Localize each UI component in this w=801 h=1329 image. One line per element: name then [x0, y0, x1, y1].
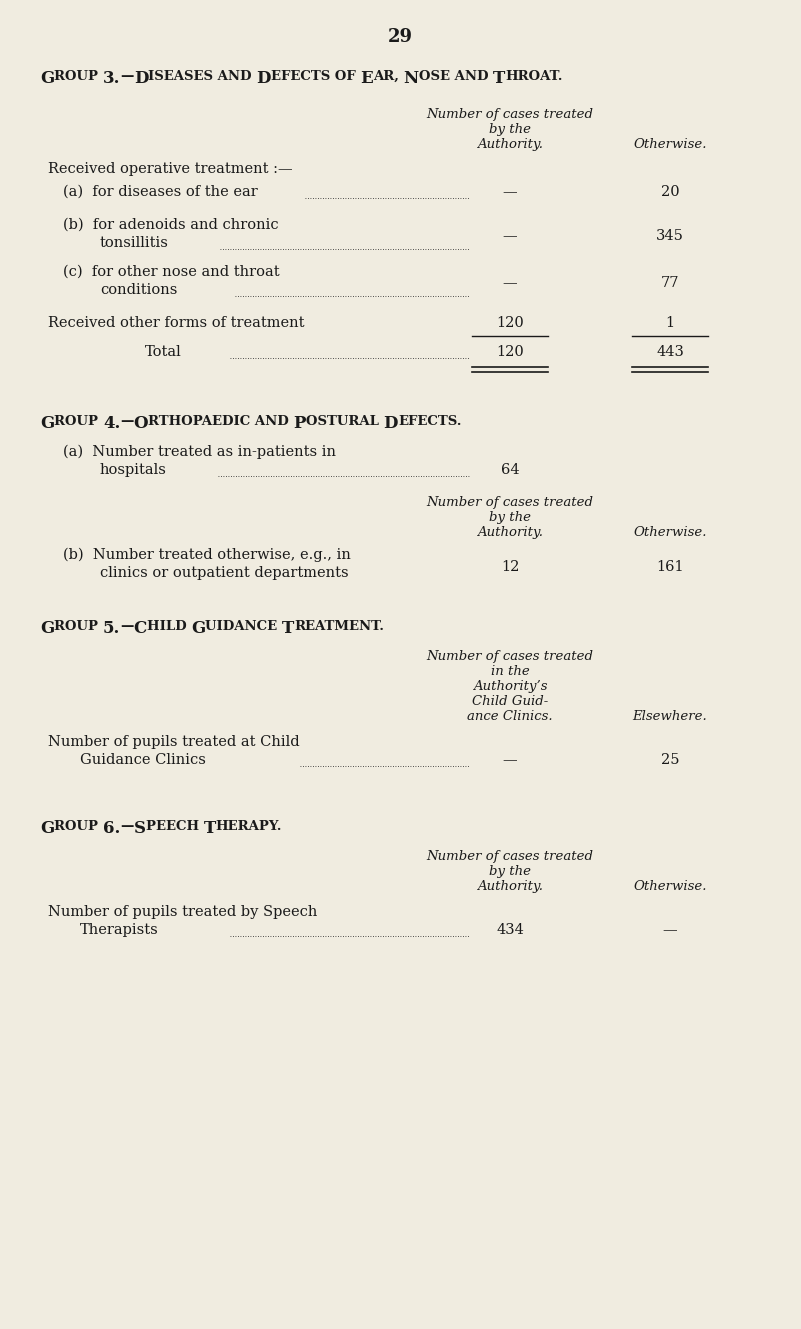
Text: Number of pupils treated at Child: Number of pupils treated at Child	[48, 735, 300, 750]
Text: Received other forms of treatment: Received other forms of treatment	[48, 316, 304, 330]
Text: 77: 77	[661, 276, 679, 290]
Text: HROAT.: HROAT.	[505, 70, 562, 82]
Text: Number of cases treated: Number of cases treated	[426, 108, 594, 121]
Text: Total: Total	[145, 346, 182, 359]
Text: —: —	[503, 185, 517, 199]
Text: HERAPY.: HERAPY.	[215, 820, 282, 833]
Text: 12: 12	[501, 560, 519, 574]
Text: G: G	[191, 621, 205, 637]
Text: EFECTS OF: EFECTS OF	[271, 70, 360, 82]
Text: UIDANCE: UIDANCE	[205, 621, 282, 633]
Text: Authority.: Authority.	[477, 880, 543, 893]
Text: —: —	[662, 924, 678, 937]
Text: —: —	[120, 820, 134, 833]
Text: (b)  for adenoids and chronic: (b) for adenoids and chronic	[63, 218, 279, 233]
Text: O: O	[134, 415, 148, 432]
Text: 5.: 5.	[103, 621, 120, 637]
Text: 120: 120	[496, 346, 524, 359]
Text: clinics or outpatient departments: clinics or outpatient departments	[100, 566, 348, 579]
Text: AR,: AR,	[373, 70, 404, 82]
Text: (a)  for diseases of the ear: (a) for diseases of the ear	[63, 185, 258, 199]
Text: ance Clinics.: ance Clinics.	[467, 710, 553, 723]
Text: 4.: 4.	[103, 415, 120, 432]
Text: OSTURAL: OSTURAL	[306, 415, 384, 428]
Text: 3.: 3.	[103, 70, 120, 86]
Text: (b)  Number treated otherwise, e.g., in: (b) Number treated otherwise, e.g., in	[63, 548, 351, 562]
Text: ROUP: ROUP	[54, 415, 103, 428]
Text: T: T	[203, 820, 215, 837]
Text: Child Guid-: Child Guid-	[472, 695, 548, 708]
Text: (a)  Number treated as in-patients in: (a) Number treated as in-patients in	[63, 445, 336, 460]
Text: G: G	[40, 415, 54, 432]
Text: 25: 25	[661, 754, 679, 767]
Text: —: —	[120, 621, 134, 633]
Text: Otherwise.: Otherwise.	[634, 526, 706, 540]
Text: Guidance Clinics: Guidance Clinics	[80, 754, 206, 767]
Text: D: D	[384, 415, 398, 432]
Text: —: —	[503, 229, 517, 243]
Text: Therapists: Therapists	[80, 924, 159, 937]
Text: by the: by the	[489, 865, 531, 878]
Text: OSE AND: OSE AND	[419, 70, 493, 82]
Text: Received operative treatment :—: Received operative treatment :—	[48, 162, 292, 175]
Text: —: —	[120, 415, 134, 428]
Text: by the: by the	[489, 510, 531, 524]
Text: G: G	[40, 820, 54, 837]
Text: T: T	[493, 70, 505, 86]
Text: T: T	[282, 621, 295, 637]
Text: Otherwise.: Otherwise.	[634, 138, 706, 152]
Text: 345: 345	[656, 229, 684, 243]
Text: Authority.: Authority.	[477, 138, 543, 152]
Text: D: D	[256, 70, 271, 86]
Text: Number of cases treated: Number of cases treated	[426, 496, 594, 509]
Text: in the: in the	[491, 664, 529, 678]
Text: 64: 64	[501, 462, 519, 477]
Text: tonsillitis: tonsillitis	[100, 237, 169, 250]
Text: 6.: 6.	[103, 820, 120, 837]
Text: —: —	[120, 70, 134, 82]
Text: REATMENT.: REATMENT.	[295, 621, 384, 633]
Text: E: E	[360, 70, 373, 86]
Text: C: C	[134, 621, 147, 637]
Text: ROUP: ROUP	[54, 621, 103, 633]
Text: ROUP: ROUP	[54, 820, 103, 833]
Text: ISEASES AND: ISEASES AND	[148, 70, 256, 82]
Text: Elsewhere.: Elsewhere.	[633, 710, 707, 723]
Text: 434: 434	[496, 924, 524, 937]
Text: 443: 443	[656, 346, 684, 359]
Text: conditions: conditions	[100, 283, 177, 296]
Text: 20: 20	[661, 185, 679, 199]
Text: G: G	[40, 70, 54, 86]
Text: ROUP: ROUP	[54, 70, 103, 82]
Text: HILD: HILD	[147, 621, 191, 633]
Text: Number of cases treated: Number of cases treated	[426, 650, 594, 663]
Text: (c)  for other nose and throat: (c) for other nose and throat	[63, 264, 280, 279]
Text: by the: by the	[489, 124, 531, 136]
Text: N: N	[404, 70, 419, 86]
Text: —: —	[503, 276, 517, 290]
Text: PEECH: PEECH	[146, 820, 203, 833]
Text: hospitals: hospitals	[100, 462, 167, 477]
Text: Otherwise.: Otherwise.	[634, 880, 706, 893]
Text: 1: 1	[666, 316, 674, 330]
Text: Number of pupils treated by Speech: Number of pupils treated by Speech	[48, 905, 317, 918]
Text: Authority’s: Authority’s	[473, 680, 547, 692]
Text: Authority.: Authority.	[477, 526, 543, 540]
Text: P: P	[294, 415, 306, 432]
Text: RTHOPAEDIC AND: RTHOPAEDIC AND	[148, 415, 294, 428]
Text: D: D	[134, 70, 148, 86]
Text: S: S	[134, 820, 146, 837]
Text: G: G	[40, 621, 54, 637]
Text: 29: 29	[388, 28, 413, 47]
Text: 120: 120	[496, 316, 524, 330]
Text: EFECTS.: EFECTS.	[398, 415, 461, 428]
Text: 161: 161	[656, 560, 684, 574]
Text: —: —	[503, 754, 517, 767]
Text: Number of cases treated: Number of cases treated	[426, 851, 594, 863]
